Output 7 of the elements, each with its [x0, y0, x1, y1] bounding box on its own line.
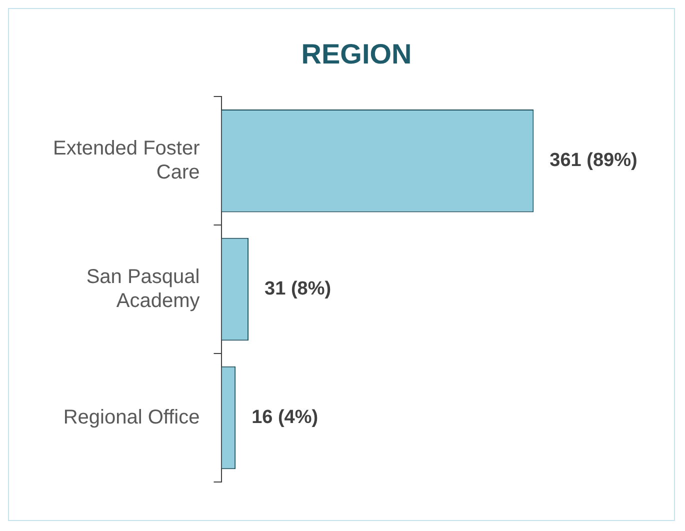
y-tick-label: Extended Foster Care: [53, 137, 200, 184]
y-tick-label: San Pasqual Academy: [86, 266, 200, 312]
data-label: 16 (4%): [252, 407, 318, 428]
y-tick-label: Regional Office: [63, 406, 200, 428]
data-label: 361 (89%): [550, 150, 638, 172]
chart-title: REGION: [301, 38, 412, 70]
data-label: 31 (8%): [264, 278, 332, 300]
